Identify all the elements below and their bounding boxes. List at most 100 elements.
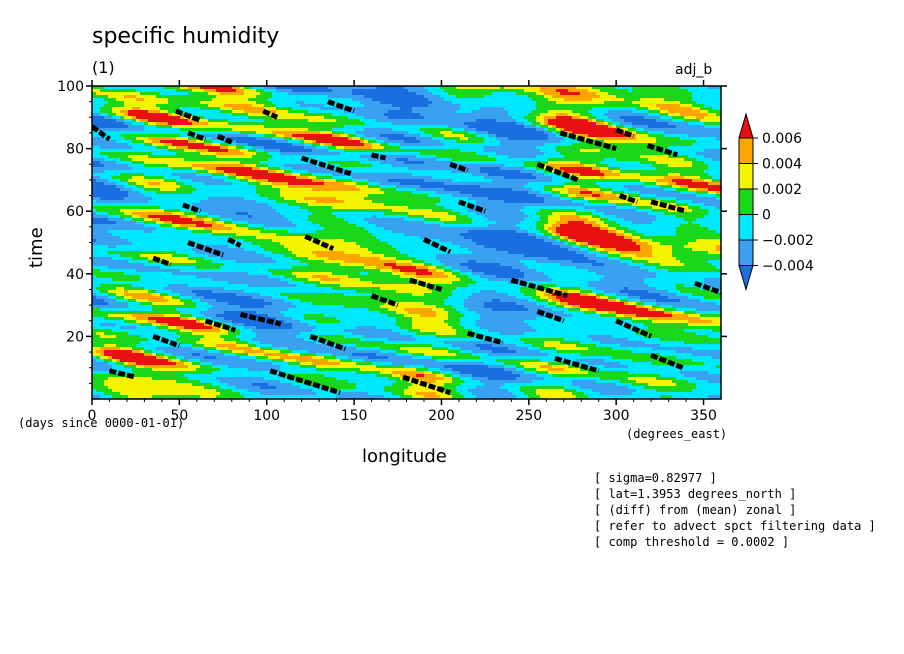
heatmap-cell xyxy=(140,131,144,134)
heatmap-cell xyxy=(504,104,508,107)
heatmap-cell xyxy=(332,164,336,167)
heatmap-cell xyxy=(636,161,640,164)
heatmap-cell xyxy=(244,131,248,134)
heatmap-cell xyxy=(412,155,416,158)
heatmap-cell xyxy=(248,131,252,134)
heatmap-cell xyxy=(208,98,212,101)
heatmap-cell xyxy=(476,107,480,110)
heatmap-cell xyxy=(304,152,308,155)
heatmap-cell xyxy=(688,155,692,158)
heatmap-cell xyxy=(712,167,716,170)
heatmap-cell xyxy=(240,158,244,161)
heatmap-cell xyxy=(440,152,444,155)
heatmap-cell xyxy=(104,101,108,104)
heatmap-cell xyxy=(256,134,260,137)
heatmap-cell xyxy=(148,116,152,119)
heatmap-cell xyxy=(336,128,340,131)
heatmap-cell xyxy=(248,128,252,131)
heatmap-cell xyxy=(180,128,184,131)
heatmap-cell xyxy=(268,86,272,89)
heatmap-cell xyxy=(308,137,312,140)
heatmap-cell xyxy=(544,146,548,149)
heatmap-cell xyxy=(324,152,328,155)
heatmap-cell xyxy=(156,107,160,110)
heatmap-cell xyxy=(424,128,428,131)
heatmap-cell xyxy=(580,116,584,119)
heatmap-cell xyxy=(172,92,176,95)
heatmap-cell xyxy=(548,137,552,140)
heatmap-cell xyxy=(672,155,676,158)
heatmap-cell xyxy=(444,146,448,149)
heatmap-cell xyxy=(692,143,696,146)
heatmap-cell xyxy=(456,167,460,170)
heatmap-cell xyxy=(300,119,304,122)
heatmap-cell xyxy=(280,140,284,143)
heatmap-cell xyxy=(584,137,588,140)
heatmap-cell xyxy=(272,146,276,149)
heatmap-cell xyxy=(432,137,436,140)
heatmap-cell xyxy=(564,152,568,155)
heatmap-cell xyxy=(160,167,164,170)
heatmap-cell xyxy=(208,107,212,110)
heatmap-cell xyxy=(416,95,420,98)
heatmap-cell xyxy=(616,146,620,149)
heatmap-cell xyxy=(384,170,388,173)
heatmap-cell xyxy=(236,131,240,134)
heatmap-cell xyxy=(496,167,500,170)
heatmap-cell xyxy=(180,137,184,140)
heatmap-cell xyxy=(404,89,408,92)
heatmap-cell xyxy=(152,143,156,146)
heatmap-cell xyxy=(120,131,124,134)
heatmap-cell xyxy=(556,134,560,137)
heatmap-cell xyxy=(484,137,488,140)
heatmap-cell xyxy=(608,176,612,179)
heatmap-cell xyxy=(620,149,624,152)
heatmap-cell xyxy=(168,119,172,122)
heatmap-cell xyxy=(716,173,720,176)
heatmap-cell xyxy=(464,143,468,146)
heatmap-cell xyxy=(396,179,400,182)
heatmap-cell xyxy=(244,155,248,158)
heatmap-cell xyxy=(212,128,216,131)
heatmap-cell xyxy=(148,152,152,155)
heatmap-cell xyxy=(508,116,512,119)
heatmap-cell xyxy=(212,155,216,158)
heatmap-cell xyxy=(156,119,160,122)
heatmap-cell xyxy=(624,137,628,140)
heatmap-cell xyxy=(512,146,516,149)
heatmap-cell xyxy=(348,158,352,161)
heatmap-cell xyxy=(280,116,284,119)
heatmap-cell xyxy=(268,170,272,173)
heatmap-cell xyxy=(692,137,696,140)
heatmap-cell xyxy=(116,140,120,143)
heatmap-cell xyxy=(316,98,320,101)
heatmap-cell xyxy=(700,104,704,107)
heatmap-cell xyxy=(380,86,384,89)
heatmap-cell xyxy=(572,122,576,125)
heatmap-cell xyxy=(716,161,720,164)
heatmap-cell xyxy=(576,143,580,146)
heatmap-cell xyxy=(380,131,384,134)
heatmap-cell xyxy=(160,143,164,146)
heatmap-cell xyxy=(496,140,500,143)
heatmap-cell xyxy=(132,110,136,113)
heatmap-cell xyxy=(444,101,448,104)
heatmap-cell xyxy=(288,164,292,167)
heatmap-cell xyxy=(124,149,128,152)
heatmap-cell xyxy=(568,92,572,95)
heatmap-cell xyxy=(240,89,244,92)
heatmap-cell xyxy=(628,98,632,101)
heatmap-cell xyxy=(372,89,376,92)
heatmap-cell xyxy=(268,137,272,140)
heatmap-cell xyxy=(572,98,576,101)
heatmap-cell xyxy=(192,146,196,149)
heatmap-cell xyxy=(584,143,588,146)
heatmap-cell xyxy=(508,95,512,98)
heatmap-cell xyxy=(532,137,536,140)
heatmap-cell xyxy=(356,128,360,131)
heatmap-cell xyxy=(696,170,700,173)
heatmap-cell xyxy=(452,170,456,173)
heatmap-cell xyxy=(572,113,576,116)
heatmap-cell xyxy=(152,134,156,137)
heatmap-cell xyxy=(632,131,636,134)
